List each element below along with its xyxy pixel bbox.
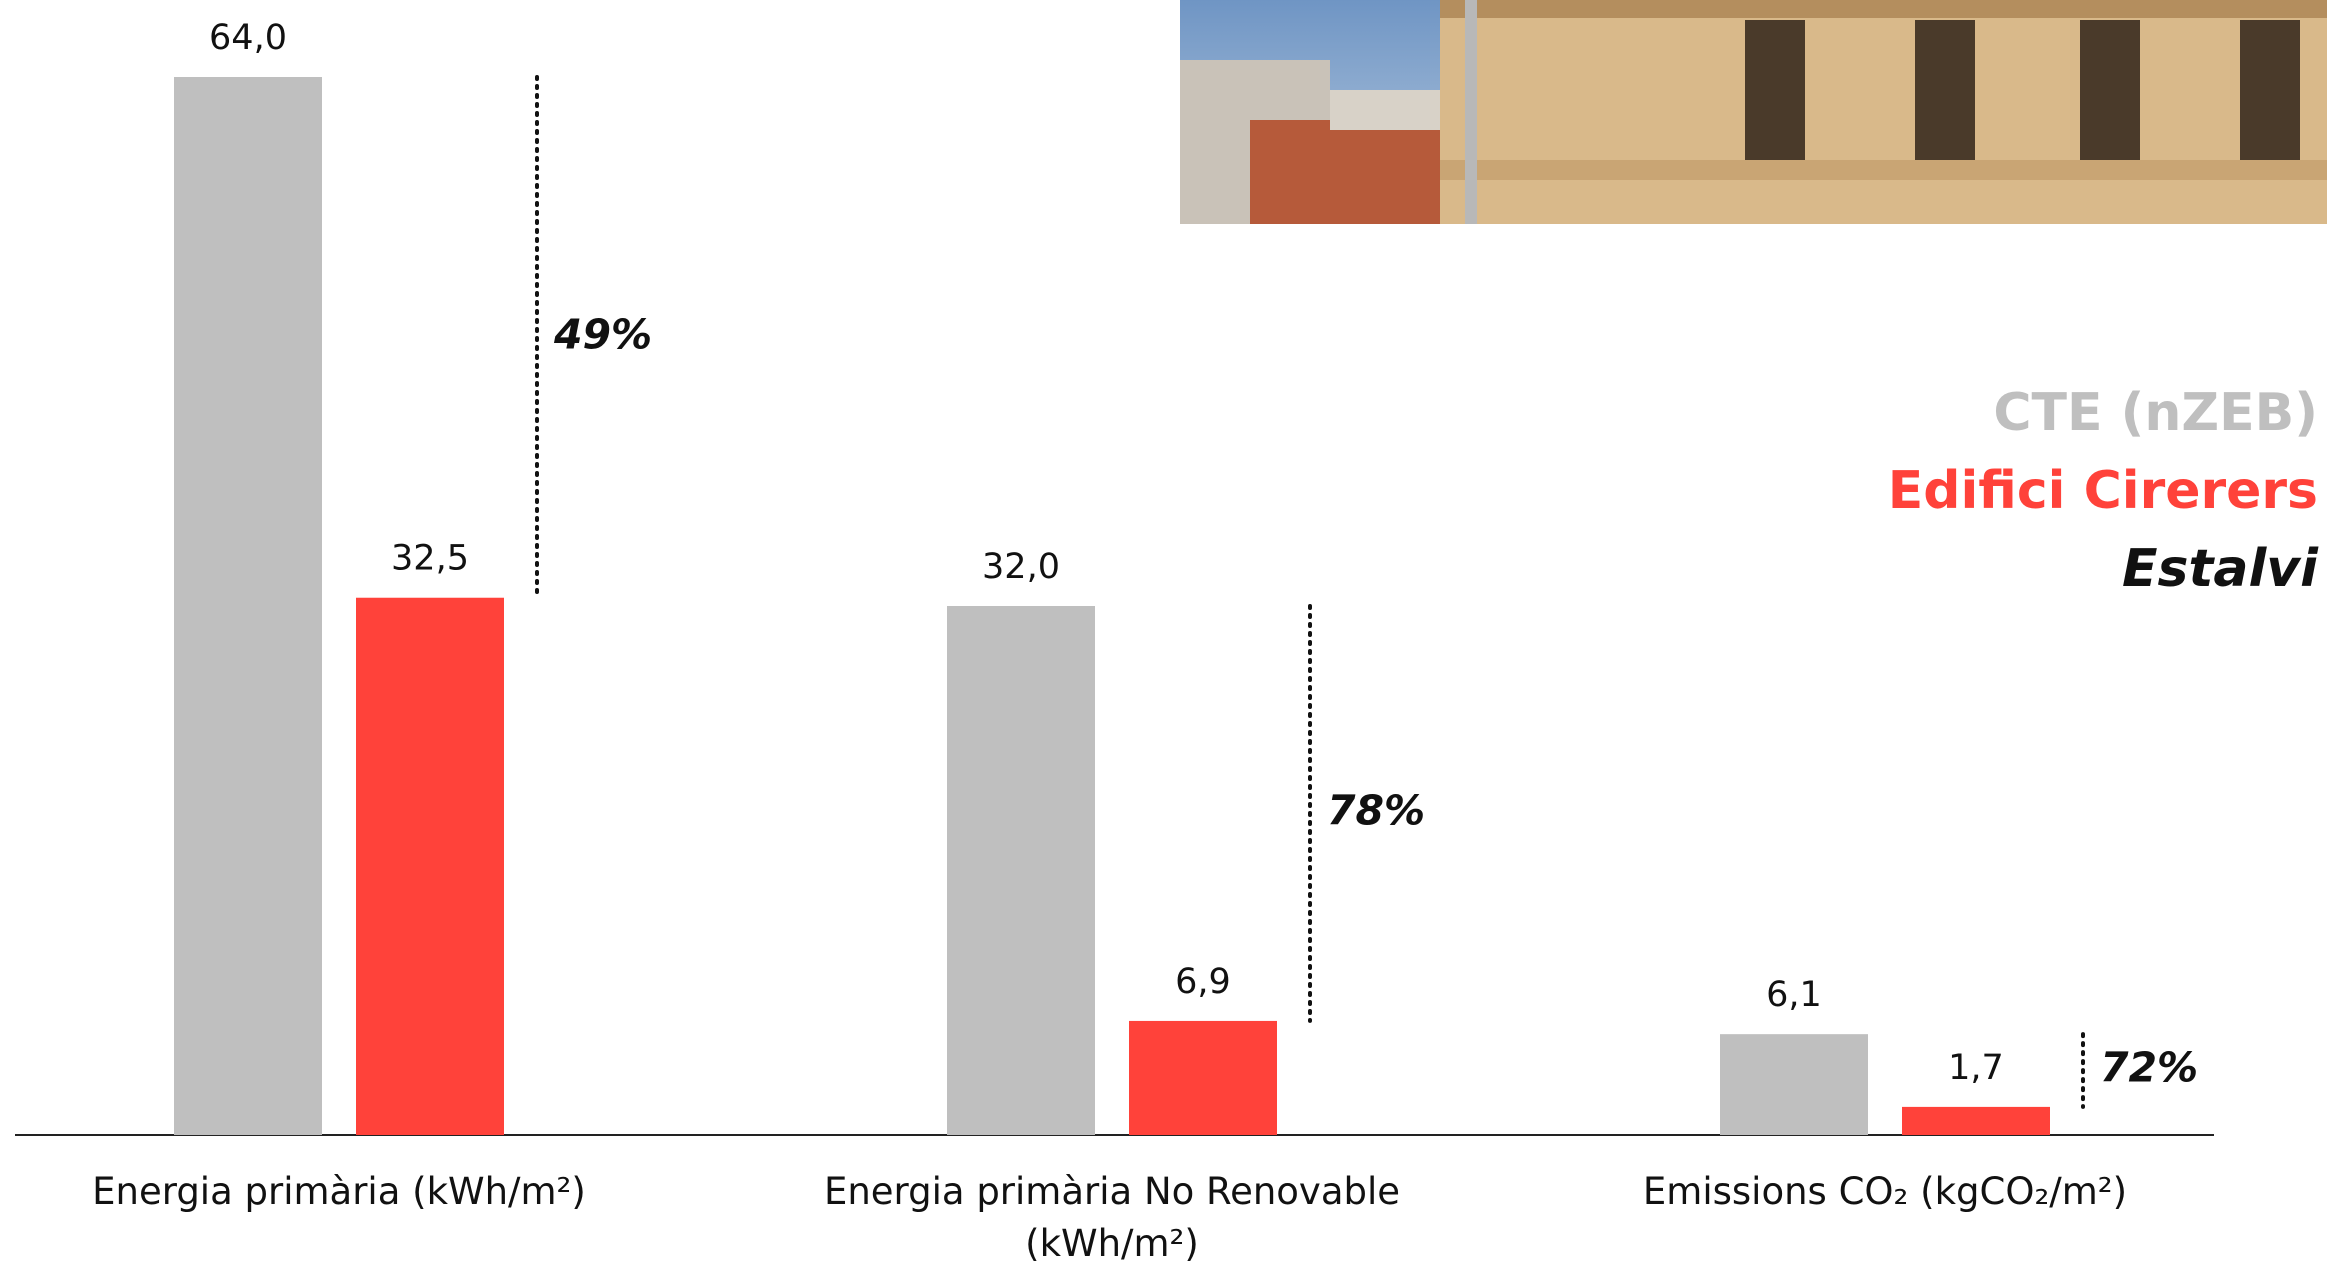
savings-label: 49% [553,310,652,358]
value-label: 64,0 [209,18,287,58]
bar [356,597,504,1135]
savings-label: 72% [2100,1044,2198,1092]
bar [947,606,1095,1135]
bar [1129,1020,1277,1135]
category-label: Energia primària No Renovable (kWh/m²) [823,1170,1401,1265]
legend-entry: CTE (nZEB) [1993,383,2318,443]
value-label: 1,7 [1948,1048,2004,1088]
value-label: 6,1 [1766,975,1822,1015]
value-label: 32,0 [982,547,1060,587]
savings-label: 78% [1327,786,1425,834]
category-label: Energia primària (kWh/m²) [92,1170,586,1213]
bar [174,77,322,1135]
category-label: Emissions CO₂ (kgCO₂/m²) [1642,1170,2128,1213]
bar [1902,1106,2050,1135]
value-label: 6,9 [1175,962,1231,1002]
legend-entry: Edifici Cirerers [1888,461,2318,521]
value-label: 32,5 [391,539,469,579]
photo [1180,0,2327,224]
legend-entry: Estalvi [2122,539,2319,599]
bar [1720,1034,1868,1135]
